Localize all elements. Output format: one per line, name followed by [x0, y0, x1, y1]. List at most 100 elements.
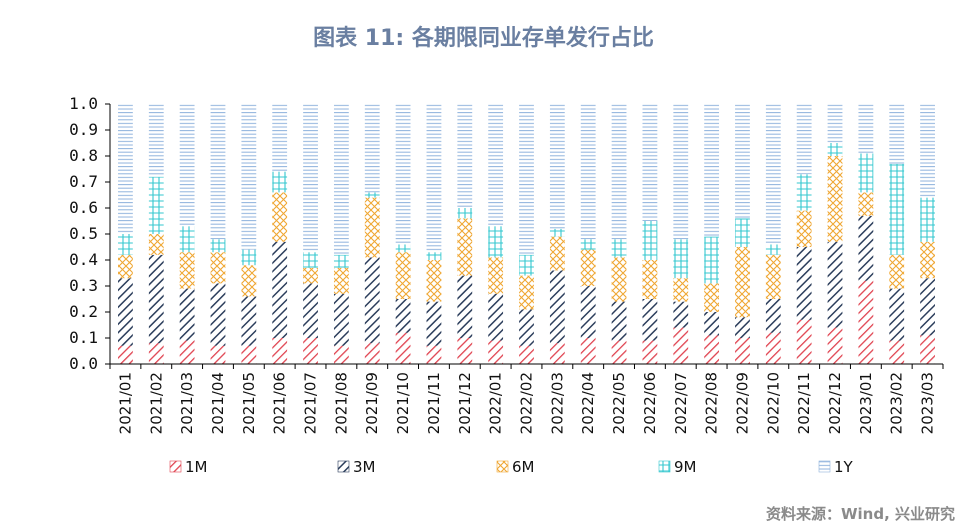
bar-9M-2022-04 [580, 239, 596, 250]
bar-9M-2021-08 [333, 254, 349, 268]
bar-9M-2022-05 [611, 239, 627, 258]
legend-label-1Y: 1Y [834, 458, 854, 476]
bar-9M-2022-08 [704, 236, 720, 284]
x-tick-label: 2022/07 [672, 372, 690, 434]
bar-1M-2022-11 [796, 319, 812, 364]
bar-3M-2023-01 [858, 215, 874, 281]
bar-9M-2021-11 [426, 252, 442, 260]
bar-3M-2021-09 [364, 257, 380, 344]
bar-6M-2022-02 [519, 275, 534, 310]
bar-1M-2021-09 [364, 343, 380, 364]
legend-label-6M: 6M [512, 458, 535, 476]
bar-1Y-2022-11 [796, 104, 812, 175]
bar-3M-2022-02 [519, 309, 534, 346]
x-tick-label: 2021/11 [425, 372, 443, 434]
bar-1Y-2021-12 [457, 104, 473, 208]
legend-swatch-1Y [818, 460, 831, 473]
x-tick-label: 2022/02 [518, 372, 536, 434]
bar-1M-2021-03 [179, 340, 195, 364]
x-tick-label: 2022/06 [641, 372, 659, 434]
bar-1M-2022-05 [611, 340, 627, 364]
bars-group [118, 104, 935, 364]
bar-3M-2022-04 [580, 286, 596, 338]
bar-3M-2023-03 [920, 278, 935, 336]
bar-3M-2021-11 [426, 301, 442, 346]
y-tick-label: 0.2 [69, 302, 98, 321]
bar-3M-2022-05 [611, 301, 627, 341]
x-tick-label: 2022/05 [610, 372, 628, 434]
bar-9M-2021-03 [179, 226, 195, 253]
bar-1M-2021-12 [457, 338, 473, 364]
bar-1Y-2021-01 [118, 104, 133, 234]
bar-1M-2022-01 [488, 340, 504, 364]
bar-1M-2022-03 [549, 343, 565, 364]
bar-9M-2021-10 [395, 244, 411, 253]
x-tick-label: 2021/06 [271, 372, 289, 434]
legend-swatch-3M [337, 460, 350, 473]
bar-1Y-2022-09 [735, 104, 750, 219]
x-tick-label: 2021/08 [332, 372, 350, 434]
x-tick-label: 2022/11 [795, 372, 813, 434]
bar-3M-2022-06 [642, 299, 658, 341]
bar-3M-2022-10 [765, 299, 781, 333]
bar-3M-2022-08 [704, 312, 720, 336]
bar-1Y-2021-08 [333, 104, 349, 255]
bar-1M-2023-03 [920, 335, 935, 364]
y-tick-label: 0.3 [69, 276, 98, 295]
bar-1Y-2023-02 [889, 104, 905, 164]
bar-6M-2022-10 [765, 254, 781, 299]
x-tick-label: 2023/01 [857, 372, 875, 434]
bar-1Y-2022-06 [642, 104, 658, 221]
bar-3M-2022-07 [673, 301, 689, 328]
bar-6M-2021-12 [457, 218, 473, 276]
legend: 1M 3M 6M 9M 1Y [169, 458, 854, 476]
bar-6M-2022-05 [611, 257, 627, 302]
x-tick-label: 2022/09 [733, 372, 751, 434]
bar-6M-2022-11 [796, 210, 812, 247]
x-tick-label: 2022/12 [826, 372, 844, 434]
bar-6M-2022-03 [549, 236, 565, 271]
bar-1M-2021-07 [303, 338, 318, 364]
bar-6M-2021-01 [118, 254, 133, 279]
bar-1M-2021-10 [395, 332, 411, 364]
bar-6M-2021-09 [364, 197, 380, 258]
bar-1Y-2022-02 [519, 104, 534, 255]
y-tick-label: 1.0 [69, 94, 98, 113]
bar-3M-2021-07 [303, 283, 318, 338]
bar-1Y-2022-10 [765, 104, 781, 245]
legend-swatch-6M [496, 460, 509, 473]
bar-1Y-2022-01 [488, 104, 504, 227]
bar-3M-2021-04 [210, 283, 226, 346]
bar-1M-2021-01 [118, 345, 133, 364]
bar-1M-2022-06 [642, 340, 658, 364]
legend-swatch-1M [169, 460, 182, 473]
bar-1Y-2023-01 [858, 104, 874, 154]
x-tick-label: 2021/05 [240, 372, 258, 434]
bar-9M-2021-01 [118, 234, 133, 255]
bar-1M-2022-07 [673, 327, 689, 364]
bar-1M-2021-04 [210, 345, 226, 364]
bar-9M-2022-02 [519, 254, 534, 276]
x-tick-label: 2021/10 [394, 372, 412, 434]
bar-6M-2021-06 [272, 192, 288, 242]
bar-9M-2022-06 [642, 221, 658, 260]
bar-1M-2022-10 [765, 332, 781, 364]
legend-label-9M: 9M [674, 458, 697, 476]
bar-3M-2021-10 [395, 299, 411, 333]
bar-1M-2022-09 [735, 338, 750, 364]
y-axis: 0.0 0.1 0.2 0.3 0.4 0.5 0.6 0.7 0.8 0.9 1.0 [69, 94, 111, 373]
x-tick-label: 2021/04 [209, 372, 227, 434]
bar-9M-2023-01 [858, 153, 874, 193]
y-tick-label: 0.9 [69, 120, 98, 139]
y-tick-label: 0.8 [69, 146, 98, 165]
legend-swatch-9M [658, 460, 671, 473]
bar-6M-2021-02 [148, 234, 164, 255]
x-tick-label: 2021/02 [147, 372, 165, 434]
bar-6M-2022-08 [704, 283, 720, 312]
source-note: 资料来源：Wind, 兴业研究 [765, 505, 955, 523]
bar-1M-2022-08 [704, 335, 720, 364]
bar-6M-2021-07 [303, 267, 318, 284]
bar-3M-2022-03 [549, 270, 565, 344]
bar-6M-2021-05 [241, 265, 257, 297]
bar-9M-2021-04 [210, 239, 226, 253]
